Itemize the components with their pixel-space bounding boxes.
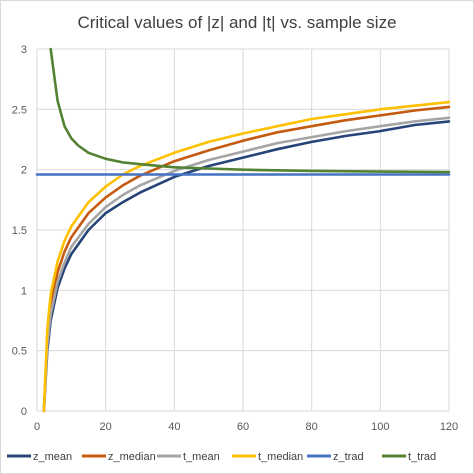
legend-label-t-trad: t_trad <box>408 451 436 463</box>
y-tick-label: 2.5 <box>12 104 27 116</box>
x-tick-label: 60 <box>237 421 249 433</box>
x-tick-label: 20 <box>100 421 112 433</box>
legend-label-z-trad: z_trad <box>333 451 364 463</box>
x-tick-label: 80 <box>306 421 318 433</box>
series-line-t-trad <box>49 47 451 174</box>
x-tick-label: 0 <box>34 421 40 433</box>
chart-title: Critical values of |z| and |t| vs. sampl… <box>77 13 397 32</box>
series-line-z-median <box>42 105 451 413</box>
legend-label-z-median: z_median <box>108 451 156 463</box>
y-tick-label: 2 <box>21 165 27 177</box>
legend-label-z-mean: z_mean <box>33 451 72 463</box>
legend-label-t-median: t_median <box>258 451 303 463</box>
x-tick-label: 40 <box>168 421 180 433</box>
x-tick-label: 100 <box>371 421 389 433</box>
y-tick-label: 3 <box>21 44 27 56</box>
series-line-t-median <box>42 100 451 413</box>
series-line-z-mean <box>42 120 451 413</box>
y-tick-label: 0 <box>21 406 27 418</box>
x-tick-label: 120 <box>440 421 458 433</box>
y-tick-label: 1.5 <box>12 225 27 237</box>
y-tick-label: 0.5 <box>12 346 27 358</box>
legend-label-t-mean: t_mean <box>183 451 220 463</box>
y-tick-label: 1 <box>21 285 27 297</box>
series-line-t-mean <box>42 116 451 413</box>
